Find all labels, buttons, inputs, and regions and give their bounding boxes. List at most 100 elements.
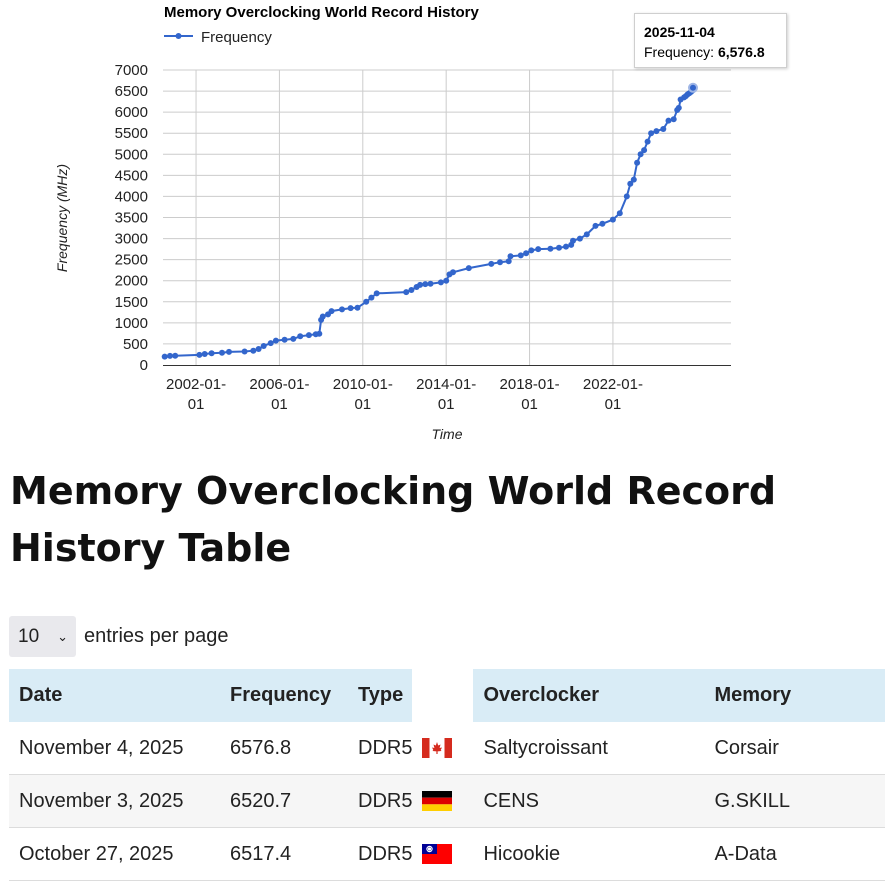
- data-point[interactable]: [208, 350, 215, 357]
- data-point[interactable]: [570, 237, 576, 244]
- column-header-overclocker[interactable]: Overclocker: [473, 669, 705, 722]
- y-tick-label: 500: [123, 336, 148, 353]
- data-point[interactable]: [226, 348, 232, 355]
- tooltip-date: 2025-11-04: [644, 24, 715, 40]
- data-point[interactable]: [563, 243, 569, 250]
- data-point[interactable]: [641, 147, 648, 154]
- data-point[interactable]: [634, 159, 641, 166]
- data-point[interactable]: [161, 353, 168, 360]
- legend-label: Frequency: [201, 29, 272, 46]
- data-point[interactable]: [201, 351, 208, 357]
- data-point[interactable]: [665, 117, 672, 124]
- data-point[interactable]: [488, 260, 495, 267]
- cell-memory: Corsair: [704, 722, 885, 775]
- data-point[interactable]: [637, 151, 644, 158]
- data-point[interactable]: [592, 222, 599, 229]
- data-point[interactable]: [616, 210, 623, 217]
- data-point[interactable]: [670, 116, 677, 123]
- data-point[interactable]: [172, 352, 179, 359]
- cell-frequency: 6576.8: [220, 722, 348, 775]
- data-point[interactable]: [167, 352, 173, 359]
- data-point[interactable]: [196, 351, 203, 358]
- legend[interactable]: Frequency: [164, 29, 272, 46]
- data-point[interactable]: [644, 138, 651, 145]
- frequency-chart: Memory Overclocking World Record History…: [54, 4, 731, 442]
- data-point[interactable]: [517, 252, 524, 259]
- data-point[interactable]: [363, 298, 370, 305]
- data-point[interactable]: [623, 193, 630, 200]
- data-point[interactable]: [675, 104, 682, 111]
- data-point[interactable]: [408, 287, 415, 293]
- x-tick-label: 2014-01-: [416, 376, 476, 393]
- y-tick-label: 3500: [115, 210, 148, 227]
- data-point[interactable]: [403, 289, 410, 296]
- data-point[interactable]: [305, 332, 312, 339]
- data-point[interactable]: [339, 306, 345, 313]
- data-point[interactable]: [368, 294, 375, 301]
- data-point[interactable]: [630, 176, 637, 183]
- data-point[interactable]: [267, 340, 274, 347]
- data-point[interactable]: [556, 244, 562, 251]
- data-point[interactable]: [316, 330, 323, 337]
- data-point[interactable]: [319, 313, 326, 320]
- data-point[interactable]: [443, 277, 450, 284]
- data-point[interactable]: [347, 305, 354, 312]
- column-header-memory[interactable]: Memory: [704, 669, 885, 722]
- data-point[interactable]: [354, 304, 361, 311]
- data-point[interactable]: [547, 245, 554, 252]
- column-header-flag[interactable]: [412, 669, 474, 722]
- data-point[interactable]: [583, 231, 590, 238]
- y-tick-label: 3000: [115, 231, 148, 248]
- data-point[interactable]: [328, 308, 335, 315]
- data-point[interactable]: [576, 235, 583, 242]
- entries-select[interactable]: 10 ⌄: [9, 616, 76, 657]
- data-point[interactable]: [523, 250, 530, 257]
- column-header-type[interactable]: Type: [348, 669, 413, 722]
- data-point[interactable]: [648, 130, 655, 137]
- column-header-frequency[interactable]: Frequency: [220, 669, 348, 722]
- data-point[interactable]: [465, 265, 472, 272]
- data-point[interactable]: [450, 269, 456, 276]
- column-header-date[interactable]: Date: [9, 669, 220, 722]
- data-point[interactable]: [219, 349, 225, 356]
- data-point[interactable]: [653, 128, 660, 135]
- legend-marker: [175, 33, 182, 39]
- y-tick-label: 6000: [115, 104, 148, 121]
- data-point[interactable]: [660, 126, 667, 132]
- data-point[interactable]: [627, 180, 634, 187]
- y-tick-label: 2500: [115, 252, 148, 269]
- data-point[interactable]: [688, 82, 698, 93]
- y-tick-label: 4000: [115, 188, 148, 205]
- data-point[interactable]: [535, 246, 542, 253]
- data-point[interactable]: [497, 259, 503, 266]
- data-point[interactable]: [437, 279, 444, 286]
- data-point[interactable]: [507, 253, 514, 260]
- data-point[interactable]: [417, 281, 424, 288]
- cell-type: DDR5: [348, 827, 413, 881]
- x-tick-label: 2002-01-: [166, 376, 226, 393]
- records-table: Date Frequency Type Overclocker Memory N…: [9, 669, 885, 881]
- data-point[interactable]: [427, 280, 434, 287]
- cell-overclocker: Hicookie: [473, 827, 705, 881]
- data-point[interactable]: [272, 337, 279, 344]
- cell-overclocker: Saltycroissant: [473, 722, 705, 775]
- data-point[interactable]: [373, 290, 380, 297]
- data-point[interactable]: [609, 216, 616, 223]
- data-point[interactable]: [599, 220, 606, 227]
- entries-per-page-control: 10 ⌄ entries per page: [9, 616, 229, 657]
- frequency-series-points[interactable]: [161, 82, 698, 360]
- data-point[interactable]: [241, 348, 248, 355]
- data-point[interactable]: [290, 335, 297, 342]
- data-point[interactable]: [281, 336, 288, 343]
- x-tick-label-line2: 01: [605, 396, 622, 413]
- data-point[interactable]: [255, 346, 262, 352]
- data-point[interactable]: [528, 247, 535, 254]
- data-point[interactable]: [260, 343, 267, 349]
- data-point[interactable]: [250, 347, 257, 354]
- page-title: Memory Overclocking World Record History…: [10, 469, 777, 570]
- data-point[interactable]: [422, 281, 429, 288]
- taiwan-flag-icon: [422, 844, 453, 865]
- data-point[interactable]: [297, 333, 304, 340]
- data-point[interactable]: [505, 258, 512, 265]
- y-tick-label: 7000: [115, 62, 148, 79]
